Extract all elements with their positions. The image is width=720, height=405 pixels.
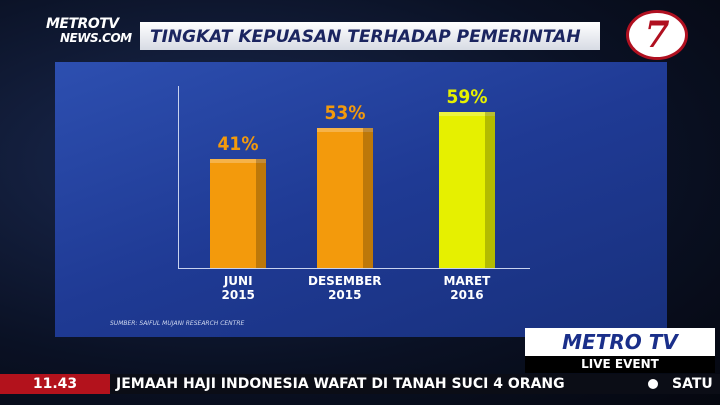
x-tick-label: DESEMBER 2015 — [308, 274, 382, 302]
bar — [210, 159, 266, 268]
channel-badge: 7 — [626, 10, 688, 60]
logo: NEWS.COM — [60, 31, 132, 45]
ticker-dot — [648, 379, 658, 389]
chart-title: TINGKAT KEPUASAN TERHADAP PEMERINTAH — [150, 27, 581, 47]
ticker-text: JEMAAH HAJI INDONESIA WAFAT DI TANAH SUC… — [116, 376, 565, 392]
bar — [439, 111, 495, 268]
value-label: 41% — [217, 133, 259, 156]
ticker-text: SATU — [672, 376, 713, 392]
ticker-bar — [110, 374, 720, 394]
clock: 11.43 — [0, 374, 110, 394]
source-note: SUMBER: SAIFUL MUJANI RESEARCH CENTRE — [110, 320, 245, 327]
bar — [317, 127, 373, 268]
value-label: 53% — [324, 101, 366, 124]
x-tick-label: MARET 2016 — [443, 274, 491, 302]
logo: METROTV — [46, 16, 119, 32]
title-bar — [140, 22, 600, 50]
x-tick-label: JUNI 2015 — [221, 274, 255, 302]
brand: METRO TV — [525, 328, 715, 356]
live-tag: LIVE EVENT — [525, 356, 715, 373]
axis-line — [178, 268, 530, 269]
axis-line — [178, 86, 179, 269]
value-label: 59% — [446, 85, 488, 108]
